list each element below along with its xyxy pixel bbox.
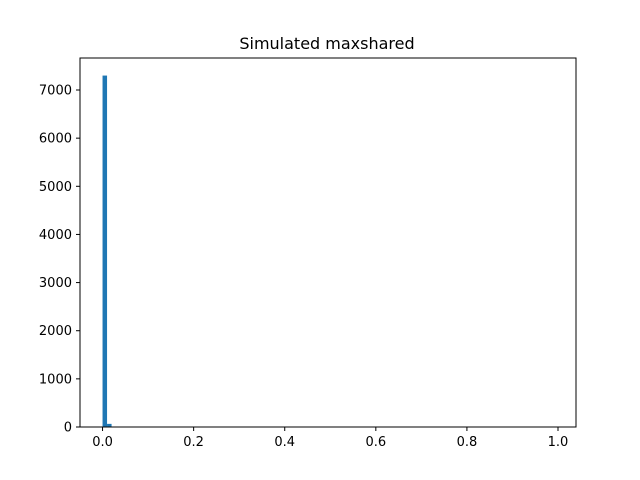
y-tick-label-6: 6000 (39, 132, 72, 147)
y-tick-label-5: 5000 (39, 180, 72, 195)
y-tick-label-4: 4000 (39, 228, 72, 243)
x-axis: 0.0 0.2 0.4 0.6 0.8 1.0 (92, 427, 568, 450)
y-tick-label-3: 3000 (39, 276, 72, 291)
x-tick-label-4: 0.8 (457, 435, 478, 450)
y-axis: 0 1000 2000 3000 4000 5000 6000 7000 (39, 84, 80, 436)
x-tick-label-0: 0.0 (92, 435, 113, 450)
histogram-bars (102, 75, 112, 428)
chart-title: Simulated maxshared (239, 34, 414, 53)
y-tick-label-0: 0 (64, 421, 72, 436)
histogram-bar-0 (102, 75, 108, 428)
y-tick-label-1: 1000 (39, 372, 72, 387)
x-tick-label-3: 0.6 (365, 435, 386, 450)
y-tick-label-2: 2000 (39, 324, 72, 339)
x-tick-label-2: 0.4 (274, 435, 295, 450)
histogram-bar-1 (107, 423, 112, 427)
axes-frame (79, 57, 577, 428)
x-tick-label-1: 0.2 (183, 435, 204, 450)
x-tick-label-5: 1.0 (548, 435, 569, 450)
y-tick-label-7: 7000 (39, 84, 72, 99)
